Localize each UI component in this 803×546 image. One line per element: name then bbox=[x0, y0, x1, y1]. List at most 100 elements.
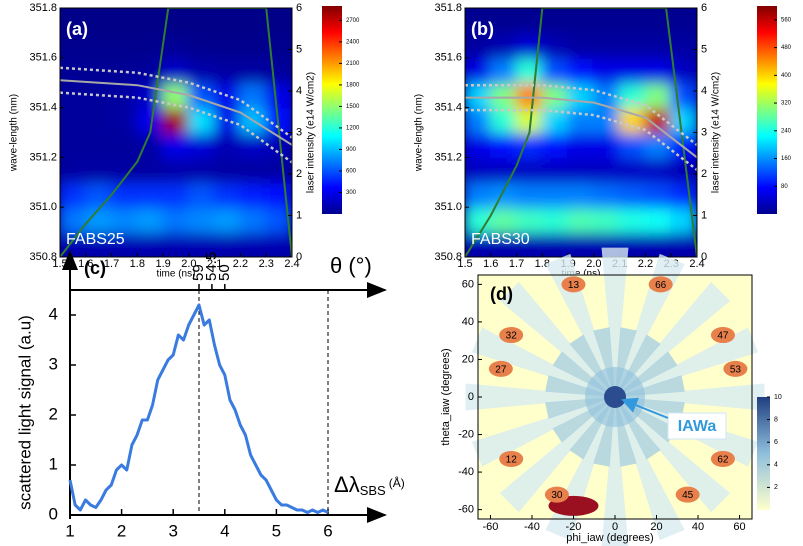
point bbox=[499, 327, 524, 344]
y-tick-label: 60 bbox=[462, 278, 474, 290]
heat-cell bbox=[110, 181, 139, 209]
heat-cell bbox=[162, 206, 190, 234]
point-label: 62 bbox=[717, 455, 729, 466]
heat-cell bbox=[239, 231, 268, 257]
colorbar-tick-label: 1800 bbox=[346, 82, 360, 88]
heat-cell bbox=[110, 131, 139, 159]
line bbox=[465, 83, 697, 146]
heat-cell bbox=[213, 31, 242, 59]
y2-tick-label: 6 bbox=[701, 2, 707, 14]
y2-label: laser intensity (e14 W/cm2) bbox=[711, 72, 722, 193]
heat-cell bbox=[618, 156, 647, 184]
point-label: 27 bbox=[495, 364, 507, 375]
y2-label: laser intensity (e14 W/cm2) bbox=[306, 72, 317, 193]
heat-cell bbox=[187, 131, 216, 159]
heat-cell bbox=[489, 31, 518, 59]
line bbox=[465, 8, 697, 257]
center-spot bbox=[604, 386, 626, 408]
x-label: phi_iaw (degrees) bbox=[566, 532, 653, 544]
point-label: 47 bbox=[717, 331, 729, 342]
colorbar bbox=[757, 397, 770, 510]
point-label: 53 bbox=[730, 364, 742, 375]
panel-label: (d) bbox=[490, 284, 513, 304]
heat-cell bbox=[618, 131, 647, 159]
panel-label: (c) bbox=[84, 258, 106, 278]
x-tick-label: 1.8 bbox=[535, 258, 550, 270]
colorbar-tick-label: 2 bbox=[774, 484, 778, 491]
heat-cell bbox=[465, 181, 492, 209]
y2-tick-label: 3 bbox=[701, 126, 707, 138]
heat-cell bbox=[541, 56, 570, 84]
heat-cell bbox=[515, 131, 544, 159]
line bbox=[465, 96, 697, 159]
y-tick-label: -40 bbox=[458, 466, 474, 478]
annotation: FABS30 bbox=[471, 231, 530, 248]
point-label: 45 bbox=[682, 490, 694, 501]
star-ray bbox=[601, 247, 629, 397]
y-tick-label: 351.4 bbox=[29, 102, 57, 114]
y-label: wave-length (nm) bbox=[414, 94, 425, 172]
y-tick-label: -20 bbox=[458, 428, 474, 440]
x-tick-label: 2.3 bbox=[259, 258, 274, 270]
x-tick-label: 1.8 bbox=[130, 258, 145, 270]
x2-tick-label: 54.5 bbox=[203, 252, 220, 281]
heat-cell bbox=[136, 231, 165, 257]
heat-cell bbox=[187, 181, 216, 209]
heat-cell bbox=[670, 81, 697, 109]
heat-cell bbox=[60, 181, 87, 209]
heat-cell bbox=[265, 56, 292, 84]
heatmap-cells bbox=[465, 8, 697, 257]
line bbox=[60, 66, 292, 139]
y-label: wave-length (nm) bbox=[9, 94, 20, 172]
annotation-arrow bbox=[621, 397, 669, 419]
x-label: time (ns) bbox=[562, 269, 601, 280]
heat-cell bbox=[489, 8, 518, 34]
y2-tick-label: 2 bbox=[296, 168, 302, 180]
star-ray bbox=[499, 397, 615, 513]
y-tick-label: 351.0 bbox=[29, 201, 57, 213]
y2-tick-label: 0 bbox=[296, 251, 302, 263]
heat-cell bbox=[60, 31, 87, 59]
point bbox=[710, 450, 735, 467]
heat-cell bbox=[670, 8, 697, 34]
x-tick-label: 1.7 bbox=[509, 258, 524, 270]
heat-cell bbox=[265, 81, 292, 109]
heat-cell bbox=[239, 56, 268, 84]
heat-cell bbox=[592, 8, 621, 34]
point bbox=[648, 276, 673, 293]
heat-cell bbox=[187, 56, 216, 84]
y2-tick-label: 3 bbox=[296, 126, 302, 138]
star-ray bbox=[545, 253, 615, 397]
heat-cell bbox=[670, 181, 697, 209]
heat-cell bbox=[162, 131, 190, 159]
heat-cell bbox=[187, 206, 216, 234]
heat-cell bbox=[541, 181, 570, 209]
heat-cell bbox=[567, 131, 595, 159]
heat-cell bbox=[515, 181, 544, 209]
line bbox=[465, 108, 697, 171]
heat-cell bbox=[489, 181, 518, 209]
annotation-box bbox=[667, 412, 727, 440]
heat-cell bbox=[84, 156, 113, 184]
heat-cell bbox=[84, 131, 113, 159]
heat-cell bbox=[541, 206, 570, 234]
colorbar-tick-label: 160 bbox=[781, 156, 792, 162]
colorbar-tick-label: 2700 bbox=[346, 18, 360, 24]
heat-cell bbox=[541, 31, 570, 59]
annotation: FABS25 bbox=[66, 231, 125, 248]
heat-cell bbox=[567, 181, 595, 209]
x-tick-label: 1.6 bbox=[483, 258, 498, 270]
heat-cell bbox=[541, 156, 570, 184]
colorbar-tick-label: 600 bbox=[346, 169, 357, 175]
star-ray bbox=[471, 397, 615, 467]
heat-cell bbox=[60, 156, 87, 184]
heat-cell bbox=[644, 181, 673, 209]
line bbox=[60, 8, 292, 257]
x-tick-label: 6 bbox=[323, 521, 332, 540]
colorbar-tick-label: 240 bbox=[781, 128, 792, 134]
heat-cell bbox=[162, 181, 190, 209]
heat-cell bbox=[84, 106, 113, 134]
y-tick-label: 350.8 bbox=[29, 251, 57, 263]
heat-cell bbox=[567, 106, 595, 134]
y-tick-label: 351.6 bbox=[29, 52, 57, 64]
